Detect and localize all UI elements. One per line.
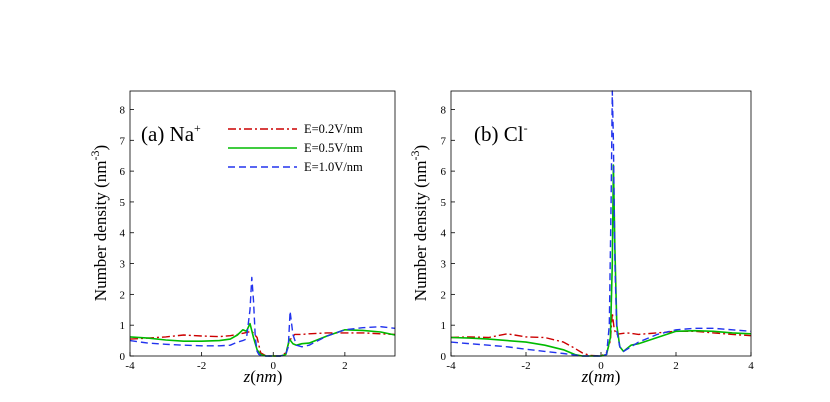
- panel-a-ytick-label: 5: [120, 197, 126, 209]
- panel-a-xticks: -4 -2 0 2: [125, 352, 348, 372]
- legend-label-0: E=0.2V/nm: [304, 122, 363, 136]
- panel-a-xtick-label: 0: [270, 360, 276, 372]
- panel-a-ytick-label: 7: [120, 135, 126, 147]
- panel-b-plot-frame: [450, 90, 752, 357]
- panel-b-ytick-label: 2: [441, 289, 447, 301]
- panel-a-label: (a) Na+: [141, 121, 201, 146]
- panel-b-series-2-line: [450, 90, 752, 357]
- panel-a-xtick-label: 2: [342, 360, 348, 372]
- panel-b-series-0-line: [450, 312, 752, 357]
- panel-a-series-lines: [129, 276, 396, 357]
- panel-a-plot-frame: [129, 90, 396, 357]
- panel-a-ytick-label: 1: [120, 320, 126, 332]
- panel-b-xlabel: z(nm): [581, 367, 621, 386]
- panel-a-ytick-label: 3: [120, 259, 126, 271]
- panel-b-xtick-label: -2: [521, 360, 530, 372]
- legend: E=0.2V/nm E=0.5V/nm E=1.0V/nm: [228, 122, 363, 174]
- panel-b-series-1-line: [450, 164, 752, 357]
- panel-a-ytick-label: 2: [120, 289, 126, 301]
- panel-b-ytick-label: 7: [441, 135, 447, 147]
- panel-b-xtick-label: 4: [748, 360, 754, 372]
- panel-a-ytick-label: 0: [120, 351, 126, 363]
- panel-a-xtick-label: -2: [197, 360, 206, 372]
- panel-a-xlabel: z(nm): [243, 367, 283, 386]
- panel-b-xtick-label: 0: [598, 360, 604, 372]
- panel-a-ylabel: Number density (nm-3): [88, 145, 110, 301]
- panel-b-label: (b) Cl-: [474, 121, 528, 146]
- panel-a-ytick-label: 8: [120, 104, 126, 116]
- panel-a-yticks: 0 1 2 3 4 5 6 7 8: [120, 104, 134, 363]
- panel-a-series-2-line: [129, 276, 396, 357]
- panel-a-ytick-label: 4: [120, 228, 126, 240]
- panel-b-ytick-label: 1: [441, 320, 447, 332]
- legend-label-1: E=0.5V/nm: [304, 141, 363, 155]
- panel-b-xtick-label: -4: [446, 360, 456, 372]
- panel-a-ytick-label: 6: [120, 166, 126, 178]
- panel-b-ytick-label: 0: [441, 351, 447, 363]
- panel-b-yticks: 0 1 2 3 4 5 6 7 8: [441, 104, 455, 363]
- panel-b-ytick-label: 3: [441, 259, 447, 271]
- panel-b-ylabel: Number density (nm-3): [408, 145, 430, 301]
- panel-b-series-lines: [450, 90, 752, 357]
- panel-a-series-1-line: [129, 322, 396, 357]
- panel-a-series-0-line: [129, 330, 396, 357]
- panel-a-xtick-label: -4: [125, 360, 135, 372]
- panel-b-ytick-label: 4: [441, 228, 447, 240]
- panel-b-ytick-label: 5: [441, 197, 447, 209]
- panel-b-ytick-label: 6: [441, 166, 447, 178]
- panel-a: Number density (nm-3) 0 1 2 3 4 5 6 7 8 -4 -2 0 2 (…: [88, 90, 396, 386]
- legend-label-2: E=1.0V/nm: [304, 160, 363, 174]
- panel-b-ytick-label: 8: [441, 104, 447, 116]
- panel-b-xtick-label: 2: [673, 360, 679, 372]
